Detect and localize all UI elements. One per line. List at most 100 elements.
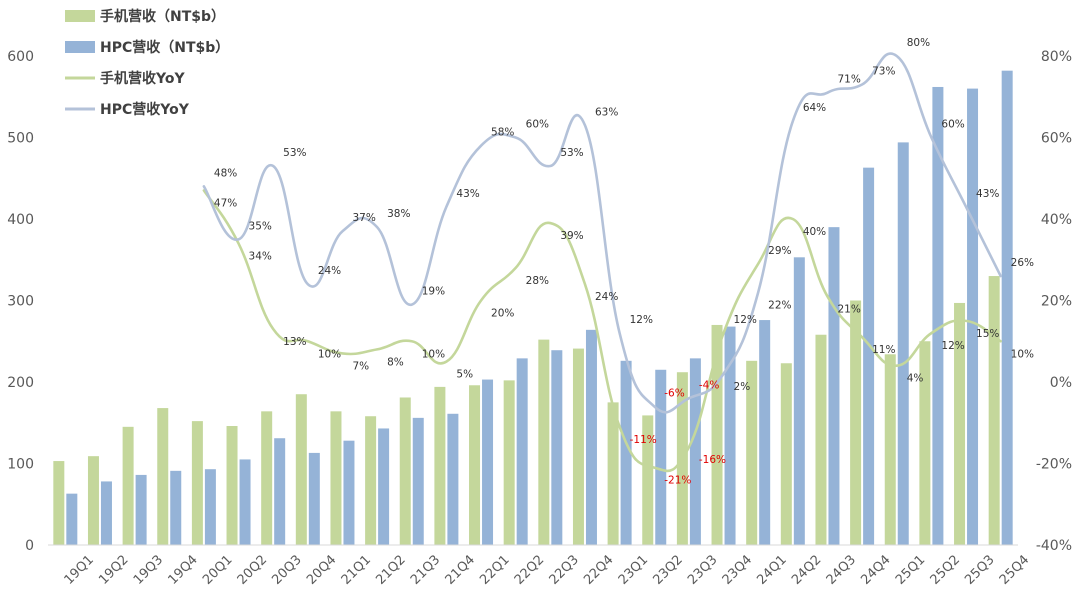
y-left-tick-label: 0 [25, 538, 34, 554]
x-tick-label: 25Q1 [893, 552, 928, 587]
x-tick-label: 20Q1 [200, 552, 235, 587]
phone-yoy-label: 12% [734, 314, 757, 326]
hpc-revenue-bar [551, 350, 563, 545]
y-left-tick-label: 600 [7, 49, 34, 65]
hpc-revenue-bar [343, 440, 355, 545]
phone-revenue-bar [711, 324, 723, 545]
x-tick-label: 20Q3 [269, 552, 304, 587]
yoy-lines [202, 52, 1002, 473]
legend-swatch [65, 10, 95, 22]
hpc-yoy-label: 43% [976, 188, 999, 200]
hpc-revenue-bar [585, 329, 597, 545]
legend-label: 手机营收（NT$b） [100, 8, 225, 25]
legend-label: 手机营收YoY [100, 70, 185, 87]
hpc-yoy-label: -6% [664, 387, 684, 399]
x-tick-label: 24Q2 [789, 552, 824, 587]
phone-yoy-label: 10% [422, 348, 445, 360]
hpc-revenue-bar [620, 360, 632, 545]
x-tick-label: 19Q1 [62, 552, 97, 587]
x-axis-ticks: 19Q1 19Q2 19Q3 19Q4 20Q1 20Q2 20Q3 20Q4 21Q1 21Q2… [62, 552, 1033, 587]
hpc-revenue-bar [932, 86, 944, 545]
hpc-revenue-bar [516, 358, 528, 545]
phone-yoy-label: -16% [699, 454, 726, 466]
y-right-tick-label: 60% [1041, 131, 1072, 147]
phone-yoy-label: 12% [941, 340, 964, 352]
phone-yoy-label: 47% [214, 197, 237, 209]
hpc-yoy-label: 19% [422, 286, 445, 298]
hpc-yoy-label: -4% [699, 379, 719, 391]
legend-swatch [65, 41, 95, 53]
x-tick-label: 23Q3 [685, 552, 720, 587]
phone-yoy-label: -21% [664, 475, 691, 487]
phone-revenue-bar [330, 411, 342, 545]
y-right-tick-label: -20% [1036, 457, 1072, 473]
phone-yoy-label: 13% [283, 336, 306, 348]
y-axis-right: -40% -20% 0% 20% 40% 60% 80% [1036, 49, 1072, 554]
phone-yoy-label: 11% [872, 344, 895, 356]
phone-revenue-bar [954, 302, 966, 545]
x-tick-label: 19Q4 [165, 552, 200, 587]
hpc-revenue-bar [170, 470, 182, 545]
phone-yoy-label: -11% [630, 434, 657, 446]
y-left-tick-label: 500 [7, 131, 34, 147]
x-tick-label: 23Q1 [616, 552, 651, 587]
x-tick-label: 22Q3 [547, 552, 582, 587]
x-tick-label: 23Q4 [720, 552, 755, 587]
phone-revenue-bar [87, 456, 99, 545]
phone-yoy-label: 34% [249, 250, 272, 262]
hpc-yoy-label: 43% [456, 188, 479, 200]
phone-revenue-bar [365, 416, 377, 545]
hpc-revenue-bar [447, 413, 459, 545]
hpc-yoy-label: 37% [352, 212, 375, 224]
hpc-yoy-label: 22% [768, 299, 791, 311]
phone-yoy-label: 8% [387, 356, 404, 368]
x-tick-label: 25Q2 [928, 552, 963, 587]
phone-yoy-label: 15% [976, 328, 999, 340]
x-tick-label: 23Q2 [650, 552, 685, 587]
y-left-tick-label: 300 [7, 294, 34, 310]
hpc-revenue-bar [897, 142, 909, 545]
phone-yoy-label: 28% [526, 275, 549, 287]
x-tick-label: 22Q4 [581, 552, 616, 587]
phone-revenue-bar [191, 421, 203, 545]
hpc-yoy-label: 73% [872, 66, 895, 78]
hpc-revenue-bar [378, 428, 390, 545]
hpc-yoy-label: 38% [387, 208, 410, 220]
phone-revenue-bar [503, 380, 515, 545]
x-tick-label: 22Q1 [477, 552, 512, 587]
phone-revenue-bar [780, 363, 792, 545]
legend-label: HPC营收YoY [100, 101, 190, 118]
x-tick-label: 21Q1 [339, 552, 374, 587]
phone-yoy-label: 7% [352, 360, 369, 372]
phone-revenue-bar [226, 426, 238, 545]
phone-revenue-bar [642, 415, 654, 545]
hpc-revenue-bar [239, 459, 251, 545]
x-tick-label: 19Q2 [96, 552, 131, 587]
x-tick-label: 24Q4 [858, 552, 893, 587]
hpc-yoy-label: 53% [560, 147, 583, 159]
hpc-yoy-label: 53% [283, 147, 306, 159]
y-left-tick-label: 100 [7, 457, 34, 473]
hpc-revenue-bar [135, 474, 147, 545]
hpc-revenue-bar [863, 167, 875, 545]
hpc-yoy-label: 60% [526, 119, 549, 131]
phone-revenue-bar [295, 394, 307, 545]
phone-revenue-bar [746, 360, 758, 545]
phone-yoy-label: 39% [560, 230, 583, 242]
x-tick-label: 22Q2 [512, 552, 547, 587]
hpc-yoy-line [202, 52, 1002, 414]
x-tick-label: 25Q4 [997, 552, 1032, 587]
phone-revenue-bar [884, 354, 896, 545]
hpc-revenue-bar [100, 481, 112, 545]
y-axis-left: 0 100 200 300 400 500 600 [7, 49, 34, 554]
phone-yoy-label: 10% [1011, 348, 1034, 360]
hpc-revenue-bar [759, 320, 771, 545]
phone-revenue-bar [988, 276, 1000, 545]
phone-revenue-bar [122, 426, 134, 545]
hpc-revenue-bar [967, 88, 979, 545]
x-tick-label: 24Q3 [824, 552, 859, 587]
y-right-tick-label: -40% [1036, 538, 1072, 554]
x-tick-label: 19Q3 [131, 552, 166, 587]
hpc-revenue-bar [655, 369, 667, 545]
